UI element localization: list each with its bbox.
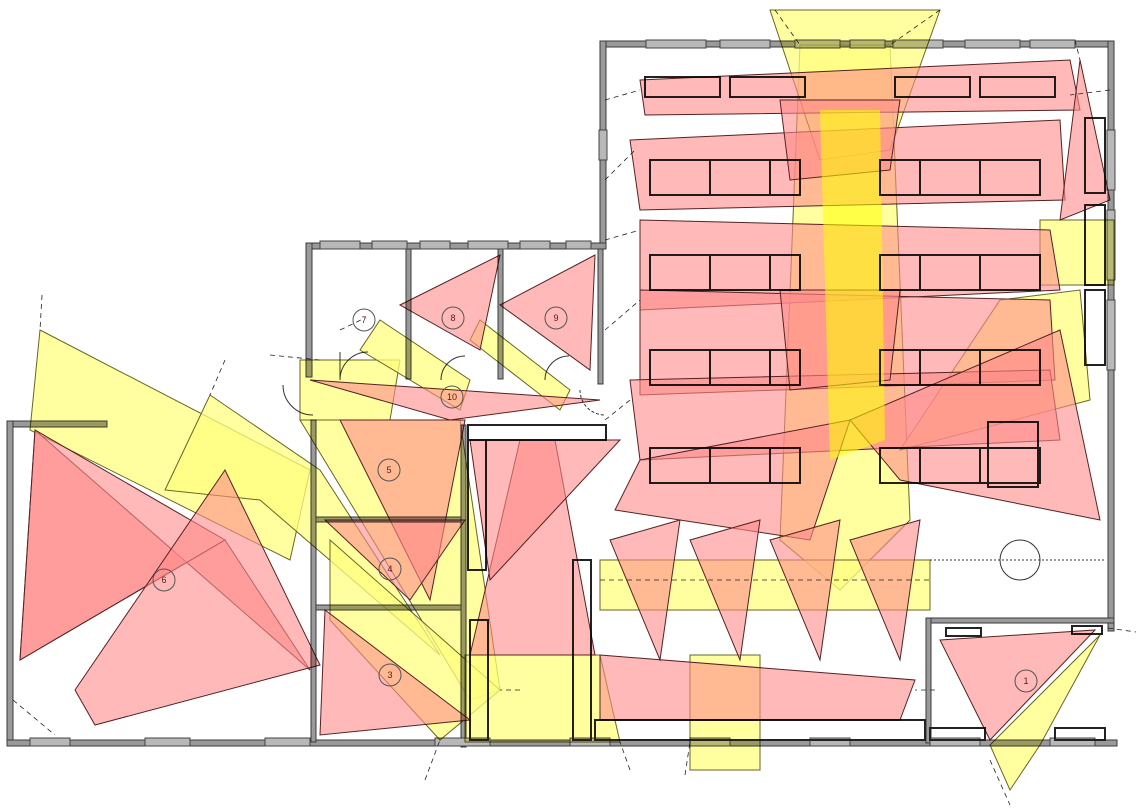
svg-text:5: 5 xyxy=(386,465,391,475)
red-zone xyxy=(19,429,226,661)
room-label-6: 6 xyxy=(152,568,176,592)
svg-text:1: 1 xyxy=(1023,676,1028,686)
wall-room9-right xyxy=(597,248,604,385)
red-zone xyxy=(74,469,321,726)
room-label-5: 5 xyxy=(377,458,401,482)
red-zone xyxy=(939,629,1097,741)
red-zone xyxy=(689,519,761,662)
svg-text:9: 9 xyxy=(553,313,558,323)
red-zone xyxy=(609,519,681,662)
room-label-9: 9 xyxy=(544,306,568,330)
yellow-zone xyxy=(989,634,1101,792)
yellow-zone xyxy=(329,538,501,741)
red-zone xyxy=(599,654,916,721)
red-zone xyxy=(499,254,596,371)
svg-text:8: 8 xyxy=(450,313,455,323)
wall-room1-top xyxy=(927,617,1115,624)
wall-room1-left xyxy=(925,617,932,744)
red-zone xyxy=(323,519,466,601)
red-zone xyxy=(398,254,501,351)
yellow-zone xyxy=(464,654,621,743)
wall-middle-left xyxy=(305,242,313,378)
svg-text:3: 3 xyxy=(387,670,392,680)
room-label-3: 3 xyxy=(378,663,402,687)
sight-lines xyxy=(12,9,1136,806)
room-labels: 1 3 4 5 6 7 8 9 xyxy=(152,306,1038,693)
red-zone xyxy=(1059,59,1111,221)
red-zone xyxy=(319,609,472,736)
svg-text:4: 4 xyxy=(387,564,392,574)
svg-text:6: 6 xyxy=(161,575,166,585)
svg-text:7: 7 xyxy=(361,315,366,325)
room-label-1: 1 xyxy=(1014,669,1038,693)
coverage-zones xyxy=(19,9,1115,792)
room-label-10: 10 xyxy=(440,385,464,409)
room-label-8: 8 xyxy=(441,306,465,330)
wall-left-outer xyxy=(6,420,14,747)
red-zone xyxy=(769,519,841,662)
red-zone xyxy=(849,519,921,662)
svg-text:10: 10 xyxy=(447,392,457,402)
room-label-7: 7 xyxy=(352,308,376,332)
red-zone xyxy=(849,329,1101,521)
red-zone xyxy=(469,439,622,582)
room-label-4: 4 xyxy=(378,557,402,581)
red-zone xyxy=(309,379,601,421)
